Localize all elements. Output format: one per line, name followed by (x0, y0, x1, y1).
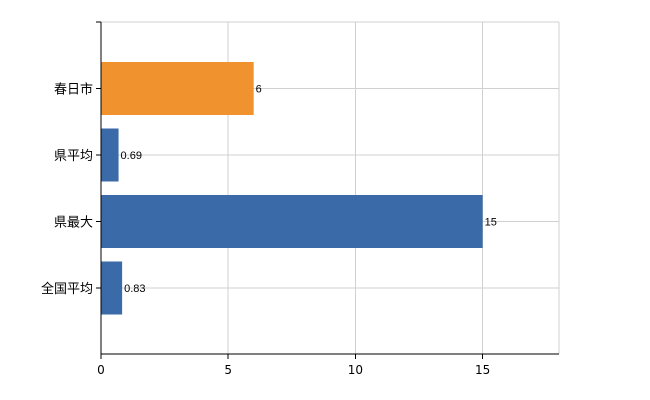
bar (101, 195, 483, 248)
bar (101, 128, 119, 182)
bar-value-label: 0.83 (124, 283, 145, 295)
bar (101, 62, 254, 115)
x-tick-label: 5 (224, 363, 232, 377)
bar (101, 261, 123, 315)
category-label: 全国平均 (41, 281, 93, 297)
x-tick-label: 15 (475, 363, 490, 377)
axes-group (96, 21, 559, 359)
value-labels-group: 6 0.69 15 0.83 (121, 84, 497, 296)
bar-value-label: 15 (485, 217, 497, 229)
x-tick-labels-group: 0 5 10 15 (97, 363, 490, 377)
category-label: 県平均 (54, 149, 93, 164)
bar-value-label: 0.69 (121, 150, 142, 162)
x-tick-label: 0 (97, 363, 105, 377)
category-label: 県最大 (54, 216, 93, 231)
bars-group (101, 62, 483, 315)
category-label: 春日市 (54, 82, 93, 98)
bar-value-label: 6 (256, 84, 262, 96)
x-tick-label: 10 (348, 363, 363, 377)
